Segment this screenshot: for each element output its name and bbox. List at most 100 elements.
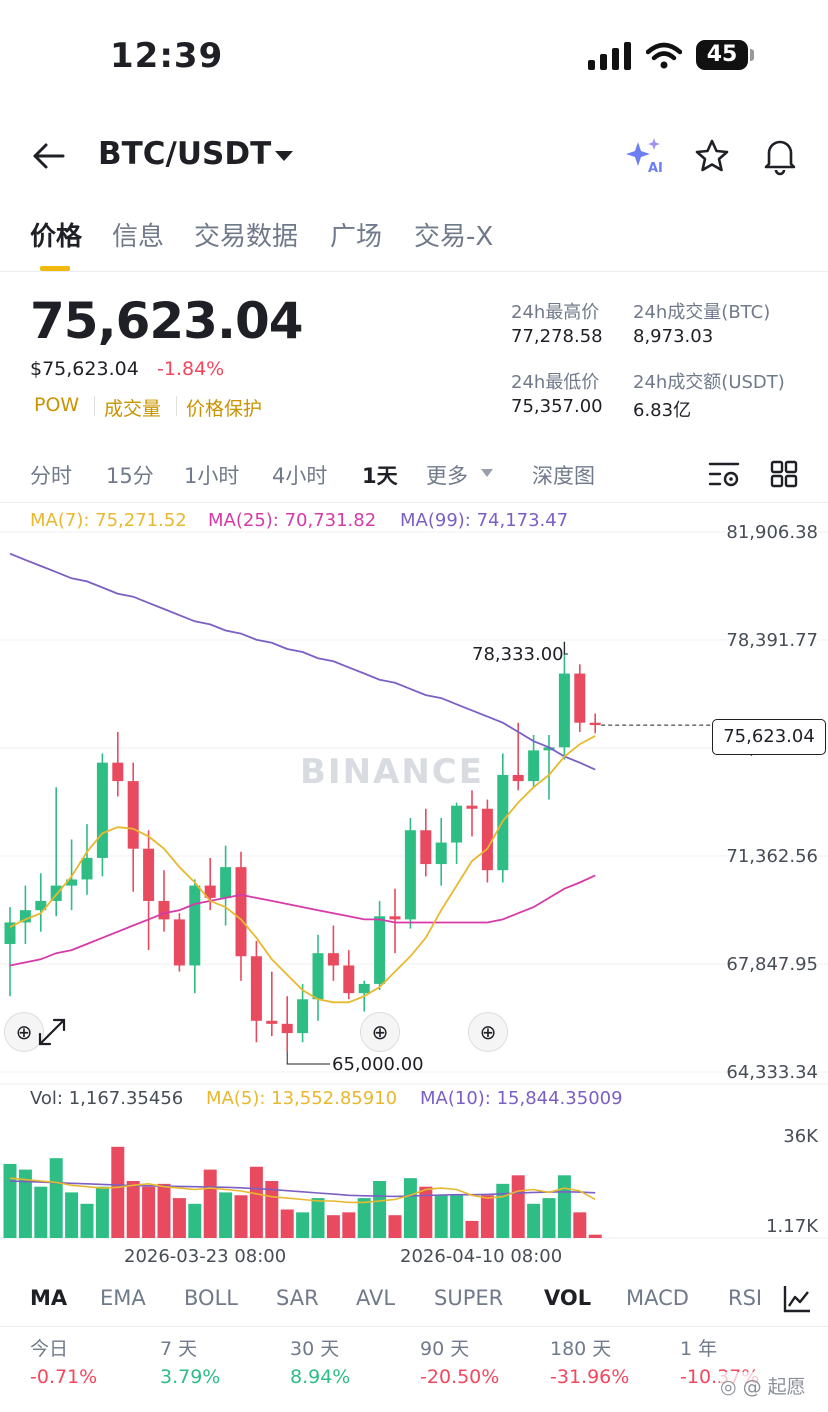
perf-value: -31.96%: [550, 1366, 630, 1388]
last-price: 75,623.04: [30, 292, 304, 350]
caret-down-icon[interactable]: [274, 149, 294, 163]
binance-watermark: BINANCE: [300, 752, 484, 792]
volume-bar: [65, 1192, 79, 1238]
candle-body: [558, 673, 570, 748]
grid-layout-icon[interactable]: [770, 460, 798, 488]
tab-trade-x[interactable]: 交易-X: [414, 222, 494, 252]
candle-body: [250, 956, 262, 1021]
interval-4h[interactable]: 4小时: [272, 464, 328, 488]
volume-bar: [373, 1181, 387, 1238]
tab-square[interactable]: 广场: [330, 222, 383, 252]
ai-sparkle-icon[interactable]: AI: [624, 136, 666, 176]
indicator-vol[interactable]: VOL: [544, 1286, 592, 1310]
battery-cap: [750, 49, 754, 61]
tab-info[interactable]: 信息: [112, 222, 165, 252]
chart-settings-icon[interactable]: [708, 460, 740, 488]
indicator-divider: [0, 1326, 828, 1327]
volume-bar: [296, 1212, 310, 1238]
volume-bar: [588, 1234, 602, 1238]
perf-label: 今日: [30, 1338, 69, 1360]
interval-1d[interactable]: 1天: [362, 464, 398, 488]
volume-bar: [126, 1181, 140, 1238]
interval-time[interactable]: 分时: [30, 464, 72, 488]
high-label: 24h最高价: [511, 302, 600, 323]
globe-event-button[interactable]: ⊕: [468, 1012, 508, 1052]
volume-bar: [188, 1203, 202, 1238]
volume-bar: [49, 1158, 63, 1238]
price-axis-label: 78,391.77: [726, 630, 818, 651]
vol-axis-label: 1.17K: [766, 1216, 818, 1237]
candle-body: [220, 867, 232, 898]
candle-body: [358, 983, 370, 994]
candle-body: [66, 879, 78, 886]
candle-body: [112, 762, 124, 782]
expand-icon[interactable]: [34, 1014, 70, 1050]
interval-15m[interactable]: 15分: [106, 464, 154, 488]
tabs-divider: [0, 271, 828, 272]
more-caret-icon[interactable]: [480, 468, 494, 478]
indicator-macd[interactable]: MACD: [626, 1286, 689, 1310]
perf-label: 1 年: [680, 1338, 718, 1360]
indicator-rsi[interactable]: RSI: [728, 1286, 763, 1310]
tag-separator: [176, 396, 177, 416]
high-annotation: 78,333.00: [472, 644, 564, 665]
interval-depth[interactable]: 深度图: [532, 464, 595, 488]
interval-1h[interactable]: 1小时: [184, 464, 240, 488]
indicator-ma[interactable]: MA: [30, 1286, 68, 1310]
candle-body: [143, 848, 155, 901]
indicator-avl[interactable]: AVL: [356, 1286, 396, 1310]
wifi-icon: [646, 42, 682, 69]
volume-bar: [511, 1175, 525, 1238]
candle-body: [574, 673, 586, 723]
indicator-chart-icon[interactable]: [782, 1284, 812, 1314]
back-arrow-icon[interactable]: [32, 142, 66, 170]
volume-bar: [465, 1220, 479, 1238]
tag-price-protection[interactable]: 价格保护: [186, 398, 263, 420]
vol-ma5-legend: MA(5): 13,552.85910: [206, 1088, 398, 1109]
candle-body: [389, 916, 401, 920]
bell-icon[interactable]: [762, 136, 798, 176]
candlestick-chart[interactable]: [0, 0, 828, 1280]
candle-body: [589, 722, 601, 726]
date-label: 2026-04-10 08:00: [400, 1246, 563, 1267]
perf-label: 180 天: [550, 1338, 612, 1360]
volume-bar: [326, 1215, 340, 1238]
vol-btc-value: 8,973.03: [633, 326, 714, 347]
globe-event-button[interactable]: ⊕: [360, 1012, 400, 1052]
corner-watermark: ◎ @ 起愿: [720, 1372, 806, 1399]
candle-body: [235, 867, 247, 957]
corner-watermark-text: 起愿: [767, 1376, 806, 1398]
volume-bar: [142, 1186, 156, 1238]
ma7-legend: MA(7): 75,271.52: [30, 510, 187, 531]
perf-value: -0.71%: [30, 1366, 98, 1388]
volume-bar: [403, 1178, 417, 1238]
price-axis-label: 81,906.38: [726, 522, 818, 543]
ma25-line: [9, 874, 596, 967]
tag-pow[interactable]: POW: [34, 394, 80, 416]
low-leader-line: [286, 1051, 330, 1065]
pair-selector[interactable]: BTC/USDT: [98, 136, 272, 172]
volume-bar: [249, 1166, 263, 1238]
indicator-boll[interactable]: BOLL: [184, 1286, 238, 1310]
indicator-sar[interactable]: SAR: [276, 1286, 319, 1310]
tag-volume[interactable]: 成交量: [104, 398, 162, 420]
perf-value: 3.79%: [160, 1366, 221, 1388]
candle-body: [297, 999, 309, 1034]
globe-event-button[interactable]: ⊕: [4, 1012, 44, 1052]
indicator-ema[interactable]: EMA: [100, 1286, 146, 1310]
volume-bar: [450, 1195, 464, 1238]
interval-more[interactable]: 更多: [426, 464, 468, 488]
tab-trading-data[interactable]: 交易数据: [194, 222, 299, 252]
vol-ma10-line: [9, 1180, 596, 1198]
price-change: -1.84%: [157, 358, 225, 380]
indicator-super[interactable]: SUPER: [434, 1286, 504, 1310]
low-value: 75,357.00: [511, 396, 603, 417]
star-icon[interactable]: [694, 138, 730, 174]
candle-body: [266, 1020, 278, 1024]
tab-price[interactable]: 价格: [30, 222, 83, 252]
signal-icon: [588, 42, 631, 70]
perf-label: 30 天: [290, 1338, 340, 1360]
ma25-legend: MA(25): 70,731.82: [208, 510, 377, 531]
candle-body: [4, 922, 16, 944]
volume-bar: [527, 1203, 541, 1238]
